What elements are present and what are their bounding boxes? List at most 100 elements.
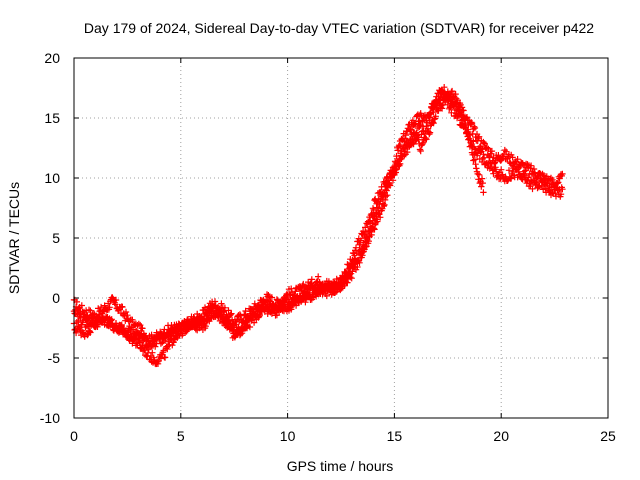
data-point	[302, 299, 309, 306]
data-point	[85, 306, 93, 313]
y-axis-label: SDTVAR / TECUs	[6, 182, 22, 294]
data-point	[433, 93, 440, 100]
data-point	[362, 224, 369, 231]
data-point	[533, 179, 540, 187]
data-point	[438, 102, 445, 109]
data-point	[404, 148, 411, 156]
x-tick-label: 5	[177, 428, 185, 444]
chart-title: Day 179 of 2024, Sidereal Day-to-day VTE…	[84, 20, 594, 36]
data-point	[315, 273, 322, 280]
data-point	[178, 326, 185, 333]
data-point	[421, 136, 429, 143]
data-point	[127, 334, 135, 341]
x-tick-label: 15	[387, 428, 403, 444]
data-point	[424, 125, 432, 132]
data-point	[411, 121, 419, 128]
data-point	[431, 116, 438, 123]
data-point	[394, 147, 402, 154]
data-point	[242, 325, 249, 332]
data-point	[419, 118, 426, 125]
data-point	[149, 349, 156, 356]
data-point	[292, 302, 300, 309]
data-point	[379, 193, 386, 200]
data-point	[231, 334, 239, 341]
data-point	[372, 209, 380, 216]
data-point	[91, 322, 98, 329]
data-point	[157, 335, 164, 342]
data-point	[365, 232, 372, 240]
data-point	[390, 170, 397, 178]
data-point	[112, 301, 119, 308]
data-point	[239, 323, 246, 331]
x-tick-label: 25	[600, 428, 616, 444]
data-point	[248, 315, 255, 322]
data-point	[208, 305, 216, 312]
data-point	[406, 143, 413, 150]
data-point	[76, 311, 83, 318]
data-point	[109, 294, 116, 301]
data-point	[288, 285, 295, 292]
data-point	[132, 336, 139, 343]
data-point	[164, 342, 172, 350]
data-markers	[70, 84, 566, 368]
data-point	[368, 231, 375, 239]
data-point	[374, 204, 381, 211]
data-point	[453, 101, 460, 109]
data-point	[395, 161, 402, 168]
data-point	[493, 168, 500, 175]
data-point	[474, 170, 481, 178]
data-point	[188, 323, 195, 331]
data-point	[428, 104, 435, 111]
data-point	[488, 147, 496, 155]
data-point	[97, 303, 105, 311]
data-point	[498, 166, 505, 173]
data-point	[172, 329, 179, 336]
data-point	[559, 186, 566, 193]
data-point	[426, 129, 434, 136]
data-point	[137, 321, 144, 329]
y-tick-label: 5	[52, 230, 60, 246]
data-point	[377, 214, 384, 221]
data-point	[475, 171, 483, 178]
data-point	[139, 337, 147, 344]
data-point	[87, 307, 94, 314]
data-point	[554, 180, 561, 187]
data-point	[386, 180, 393, 187]
data-point	[508, 175, 515, 182]
data-point	[453, 95, 460, 102]
data-point	[283, 290, 291, 297]
data-point	[361, 243, 368, 251]
data-point	[456, 106, 463, 113]
data-point	[308, 276, 315, 283]
data-point	[372, 215, 379, 222]
data-point	[135, 331, 142, 339]
data-point	[438, 105, 446, 112]
data-point	[466, 143, 474, 150]
data-point	[364, 236, 371, 244]
data-point	[468, 119, 476, 127]
y-tick-label: 20	[44, 50, 60, 66]
data-point	[480, 151, 487, 158]
data-point	[206, 312, 214, 319]
data-point	[539, 170, 546, 178]
data-point	[211, 298, 219, 305]
data-point	[376, 201, 383, 208]
data-point	[505, 167, 513, 174]
data-point	[520, 171, 528, 178]
data-point	[323, 292, 330, 300]
data-point	[73, 298, 80, 306]
data-point	[472, 161, 479, 168]
data-point	[430, 100, 437, 107]
y-tick-label: -10	[40, 410, 60, 426]
data-point	[470, 138, 477, 145]
data-point	[417, 147, 424, 155]
data-point	[113, 323, 120, 330]
data-point	[555, 187, 562, 194]
data-point	[480, 140, 488, 147]
data-point	[169, 342, 176, 349]
data-point	[377, 198, 384, 205]
data-point	[557, 191, 565, 198]
data-point	[470, 123, 478, 130]
data-point	[226, 321, 233, 328]
data-point	[218, 300, 225, 307]
